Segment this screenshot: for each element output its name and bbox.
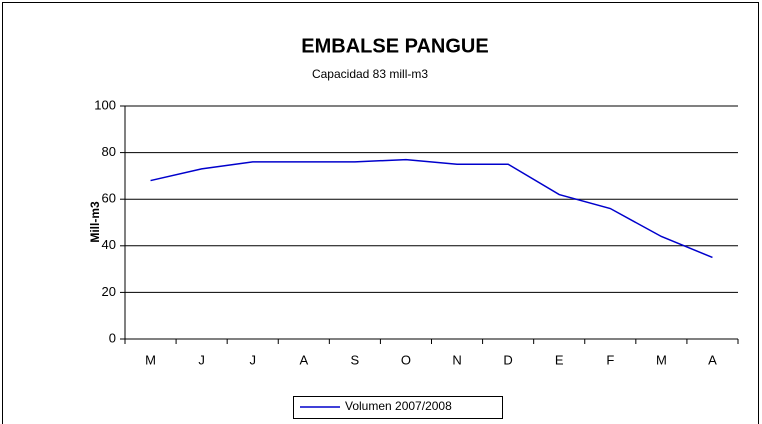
x-tick-label: D — [503, 352, 512, 367]
y-tick-label: 100 — [94, 97, 116, 112]
y-tick-label: 60 — [102, 191, 116, 206]
data-line — [150, 158, 713, 259]
x-tick-label: M — [656, 352, 667, 367]
y-tick-label: 40 — [102, 237, 116, 252]
y-tick-label: 0 — [109, 330, 116, 345]
x-tick-label: N — [452, 352, 461, 367]
x-tick-label: A — [708, 352, 717, 367]
x-tick-label: M — [145, 352, 156, 367]
x-tick-label: E — [555, 352, 564, 367]
y-tick-label: 80 — [102, 144, 116, 159]
x-tick-label: J — [198, 352, 205, 367]
legend-label: Volumen 2007/2008 — [345, 399, 452, 413]
legend-box — [293, 396, 503, 419]
x-tick-label: J — [249, 352, 256, 367]
y-tick-label: 20 — [102, 284, 116, 299]
x-tick-label: S — [351, 352, 360, 367]
y-axis-label: Mill-m3 — [88, 201, 102, 243]
x-tick-label: F — [606, 352, 614, 367]
x-tick-label: O — [401, 352, 411, 367]
chart-title: EMBALSE PANGUE — [301, 35, 488, 57]
chart-subtitle: Capacidad 83 mill-m3 — [312, 67, 428, 81]
x-tick-label: A — [299, 352, 308, 367]
